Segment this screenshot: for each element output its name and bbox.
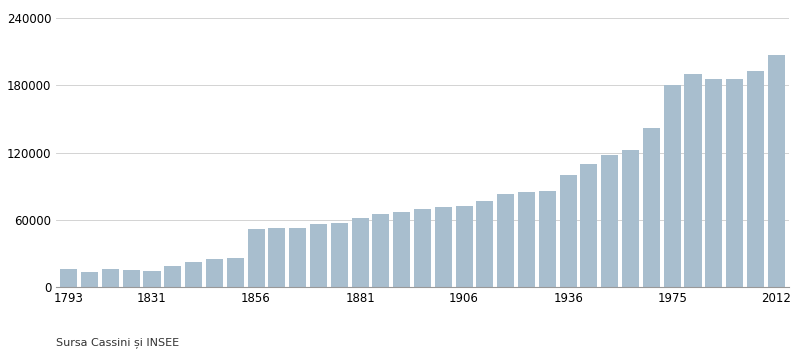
Bar bbox=[602, 155, 618, 287]
Bar bbox=[330, 223, 348, 287]
Bar bbox=[581, 164, 598, 287]
Text: Sursa Cassini și INSEE: Sursa Cassini și INSEE bbox=[56, 337, 179, 348]
Bar bbox=[476, 201, 494, 287]
Bar bbox=[393, 212, 410, 287]
Bar bbox=[747, 71, 764, 287]
Bar bbox=[60, 269, 78, 287]
Bar bbox=[164, 266, 182, 287]
Bar bbox=[81, 272, 98, 287]
Bar bbox=[372, 214, 390, 287]
Bar bbox=[560, 175, 577, 287]
Bar bbox=[726, 79, 743, 287]
Bar bbox=[685, 74, 702, 287]
Bar bbox=[268, 228, 286, 287]
Bar bbox=[434, 208, 452, 287]
Bar bbox=[122, 270, 140, 287]
Bar bbox=[643, 128, 660, 287]
Bar bbox=[622, 150, 639, 287]
Bar bbox=[455, 206, 473, 287]
Bar bbox=[351, 218, 369, 287]
Bar bbox=[247, 229, 265, 287]
Bar bbox=[102, 269, 119, 287]
Bar bbox=[706, 79, 722, 287]
Bar bbox=[768, 55, 785, 287]
Bar bbox=[226, 258, 244, 287]
Bar bbox=[518, 192, 535, 287]
Bar bbox=[310, 224, 327, 287]
Bar bbox=[143, 271, 161, 287]
Bar bbox=[414, 209, 431, 287]
Bar bbox=[539, 191, 556, 287]
Bar bbox=[185, 262, 202, 287]
Bar bbox=[664, 85, 681, 287]
Bar bbox=[206, 259, 223, 287]
Bar bbox=[497, 194, 514, 287]
Bar bbox=[289, 228, 306, 287]
